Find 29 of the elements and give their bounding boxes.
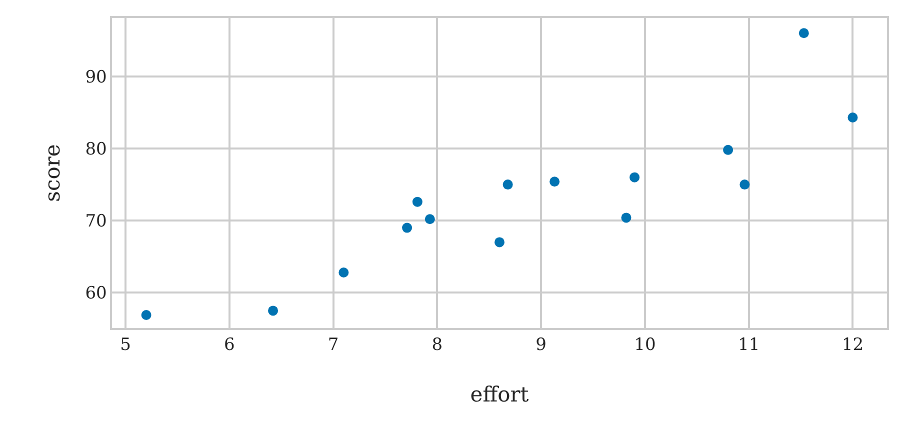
point [630,172,640,182]
y-tick-label: 80 [85,139,107,160]
x-axis-title: effort [470,382,530,406]
y-tick-label: 70 [85,212,107,232]
point [502,180,513,190]
x-tick-label: 12 [842,335,864,356]
x-tick-label: 11 [738,335,760,356]
x-tick-label: 6 [224,335,235,356]
point [798,28,809,38]
x-tick-label: 8 [432,335,443,356]
x-tick-label: 5 [120,335,131,356]
point [402,222,412,233]
point [621,212,632,223]
point [338,267,349,278]
point [550,176,560,187]
point [723,144,734,155]
point [740,180,750,190]
point [268,306,278,316]
y-tick-label: 90 [85,67,107,88]
point [848,112,858,122]
x-tick-label: 7 [328,335,339,356]
point [494,237,504,248]
point [412,196,422,207]
point [424,214,435,224]
x-tick-label: 9 [536,335,546,356]
x-tick-label: 10 [634,335,656,356]
y-tick-label: 60 [85,284,107,304]
y-axis-title: score [40,144,64,202]
point [141,310,152,320]
